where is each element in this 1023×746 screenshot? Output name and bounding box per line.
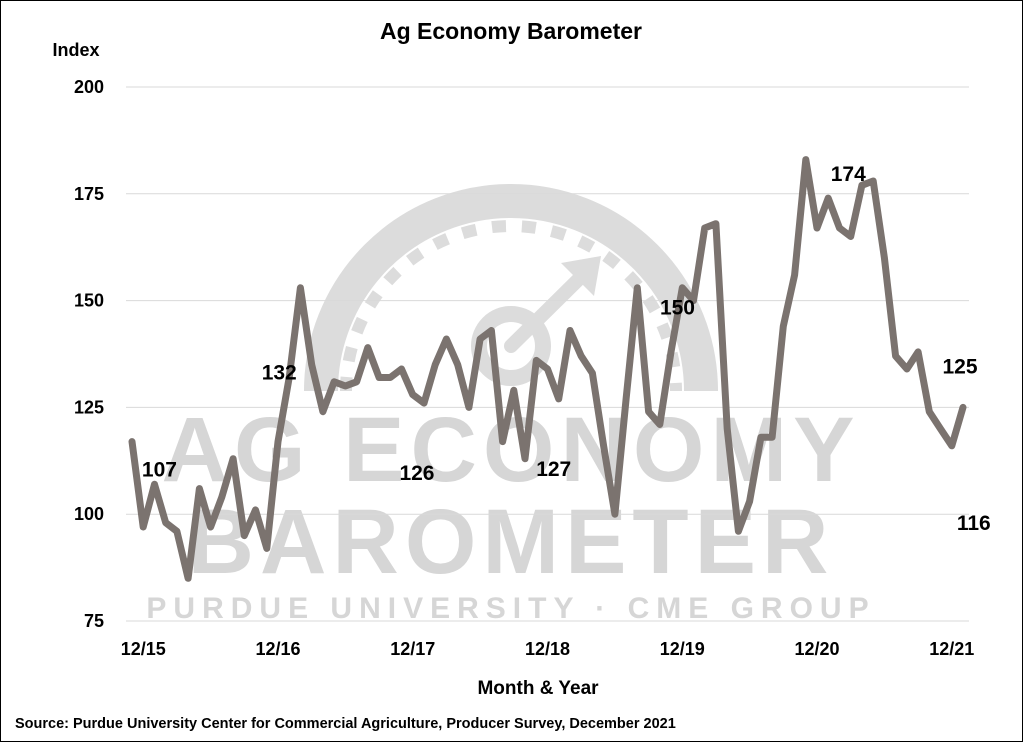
- annotations-layer: 107 132 126 127 150 174 116 125: [142, 163, 991, 535]
- y-tick-label: 150: [74, 291, 104, 311]
- y-tick-label: 200: [74, 77, 104, 97]
- data-label: 126: [399, 462, 434, 485]
- y-axis-label: Index: [52, 40, 99, 60]
- data-label: 125: [942, 355, 977, 378]
- gridlines: [126, 86, 969, 622]
- y-tick-label: 125: [74, 397, 104, 417]
- x-tick-label: 12/20: [794, 639, 839, 659]
- y-tick-label: 100: [74, 504, 104, 524]
- data-label: 107: [142, 458, 177, 481]
- data-label: 150: [660, 297, 695, 320]
- barometer-series-line: [128, 156, 967, 582]
- data-label: 174: [831, 163, 866, 186]
- y-tick-label: 75: [84, 611, 104, 631]
- x-tick-label: 12/15: [121, 639, 166, 659]
- x-tick-label: 12/19: [660, 639, 705, 659]
- data-label: 132: [262, 361, 297, 384]
- watermark-line-2: BAROMETER: [188, 491, 835, 593]
- data-label: 116: [957, 512, 991, 535]
- y-axis-ticks: 75 100 125 150 175 200: [74, 77, 104, 631]
- x-tick-label: 12/17: [390, 639, 435, 659]
- x-tick-label: 12/18: [525, 639, 570, 659]
- series-layer: [128, 156, 967, 582]
- y-tick-label: 175: [74, 184, 104, 204]
- data-label: 127: [536, 458, 571, 481]
- source-note: Source: Purdue University Center for Com…: [15, 716, 676, 732]
- x-axis-label: Month & Year: [477, 678, 599, 699]
- x-tick-label: 12/16: [255, 639, 300, 659]
- chart-title: Ag Economy Barometer: [380, 18, 642, 44]
- watermark-line-3: PURDUE UNIVERSITY · CME GROUP: [146, 592, 875, 625]
- x-axis-ticks: 12/15 12/16 12/17 12/18 12/19 12/20 12/21: [121, 639, 975, 659]
- x-tick-label: 12/21: [929, 639, 974, 659]
